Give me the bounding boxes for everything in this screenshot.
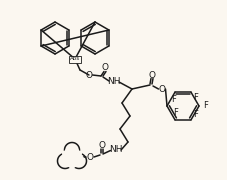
Text: O: O (85, 71, 92, 80)
Text: NH: NH (109, 145, 122, 154)
Text: O: O (158, 84, 165, 93)
Text: NH: NH (107, 76, 120, 86)
Text: F: F (193, 110, 197, 119)
Text: F: F (173, 108, 178, 117)
Text: F: F (203, 100, 207, 109)
Text: O: O (101, 64, 108, 73)
Text: O: O (86, 152, 93, 161)
Text: Abs: Abs (70, 57, 80, 62)
Text: O: O (148, 71, 155, 80)
Text: O: O (98, 141, 105, 150)
Text: F: F (171, 95, 176, 104)
Text: F: F (193, 93, 197, 102)
